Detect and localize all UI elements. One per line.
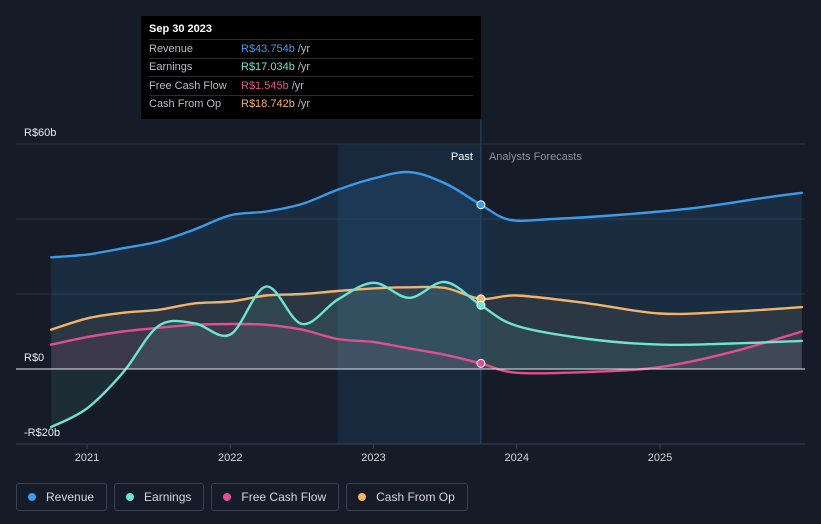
legend-item-free-cash-flow[interactable]: Free Cash Flow: [211, 483, 340, 511]
forecast-label: Analysts Forecasts: [489, 151, 582, 163]
earnings-area: [51, 281, 802, 428]
past-label: Past: [451, 151, 473, 163]
x-tick-label: 2021: [75, 452, 99, 464]
legend-dot-icon: [358, 493, 367, 501]
tooltip-label: Earnings: [149, 61, 193, 74]
revenue-marker: [476, 200, 486, 210]
legend-label: Free Cash Flow: [241, 490, 327, 504]
tooltip-label: Revenue: [149, 42, 194, 55]
tooltip-label: Free Cash Flow: [149, 79, 227, 92]
tooltip-value: R$43.754b: [241, 42, 295, 55]
x-tick-label: 2024: [505, 452, 529, 464]
free-cash-flow-marker: [476, 358, 486, 368]
free-cash-flow-line: [50, 322, 803, 375]
tooltip-row-free-cash-flow: Free Cash Flow R$1.545b /yr: [149, 76, 473, 95]
legend-item-revenue[interactable]: Revenue: [16, 483, 108, 511]
legend-dot-icon: [126, 493, 135, 501]
tooltip-row-earnings: Earnings R$17.034b /yr: [149, 57, 473, 77]
legend: Revenue Earnings Free Cash Flow Cash Fro…: [16, 483, 468, 511]
x-tick-label: 2023: [361, 452, 385, 464]
tooltip-row-cash-from-op: Cash From Op R$18.742b /yr: [149, 94, 473, 114]
earnings-line: [50, 280, 803, 429]
y-tick-label: R$60b: [24, 127, 56, 139]
revenue-area: [51, 172, 802, 369]
legend-dot-icon: [223, 493, 232, 501]
legend-label: Cash From Op: [376, 490, 455, 504]
x-tick-label: 2025: [648, 452, 672, 464]
legend-item-earnings[interactable]: Earnings: [114, 483, 205, 511]
tooltip-value: R$1.545b: [241, 79, 289, 92]
tooltip-label: Cash From Op: [149, 98, 222, 111]
tooltip-unit: /yr: [297, 98, 311, 111]
tooltip: Sep 30 2023 Revenue R$43.754b /yr Earnin…: [141, 16, 481, 119]
cash-from-op-line: [50, 285, 803, 331]
legend-dot-icon: [28, 493, 36, 501]
tooltip-unit: /yr: [297, 61, 311, 74]
legend-label: Earnings: [144, 490, 192, 504]
tooltip-row-revenue: Revenue R$43.754b /yr: [149, 39, 473, 58]
legend-item-cash-from-op[interactable]: Cash From Op: [346, 483, 468, 511]
tooltip-value: R$18.742b: [241, 98, 295, 111]
tooltip-unit: /yr: [291, 79, 304, 92]
tooltip-unit: /yr: [297, 42, 311, 55]
free-cash-flow-area: [51, 323, 802, 374]
earnings-marker: [476, 300, 486, 310]
tooltip-value: R$17.034b: [241, 61, 295, 74]
x-tick-label: 2022: [218, 452, 242, 464]
y-tick-label: -R$20b: [24, 427, 60, 439]
legend-label: Revenue: [46, 490, 95, 504]
y-tick-label: R$0: [24, 352, 44, 364]
revenue-line: [50, 170, 803, 259]
tooltip-date: Sep 30 2023: [149, 23, 212, 35]
